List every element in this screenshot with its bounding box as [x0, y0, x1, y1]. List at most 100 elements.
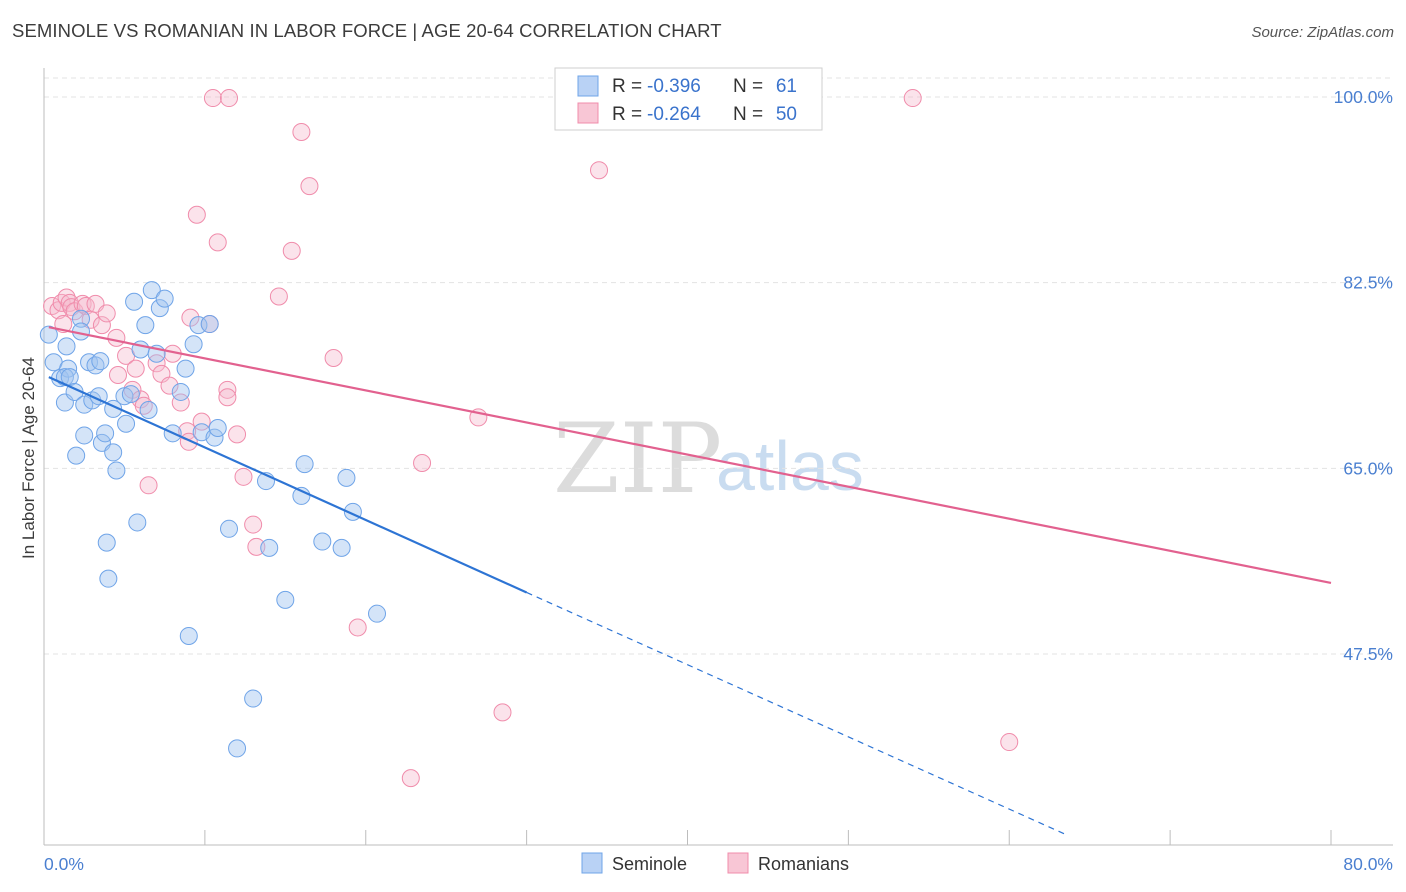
- seminole-point: [295, 455, 314, 474]
- romanians-point: [203, 89, 222, 108]
- romanians-point: [160, 376, 179, 395]
- seminole-point: [91, 352, 110, 371]
- romanians-point: [292, 123, 311, 142]
- romanians-point: [139, 476, 158, 495]
- series-legend: Seminole Romanians: [581, 852, 849, 874]
- seminole-point: [220, 519, 239, 538]
- romanians-point: [126, 359, 145, 378]
- romanians-point: [57, 288, 76, 307]
- seminole-point: [136, 316, 155, 335]
- bottom-legend-romanians: Romanians: [758, 854, 849, 874]
- y-tick-label: 82.5%: [1343, 273, 1393, 293]
- romanians-point: [171, 393, 190, 412]
- legend-n-value-2: 50: [776, 104, 797, 125]
- legend-n-value-1: 61: [776, 76, 797, 97]
- seminole-point: [332, 538, 351, 557]
- seminole-point: [125, 292, 144, 311]
- seminole-point: [99, 569, 118, 588]
- romanians-point: [590, 161, 609, 180]
- chart-title: SEMINOLE VS ROMANIAN IN LABOR FORCE | AG…: [12, 20, 722, 41]
- romanians-point: [300, 177, 319, 196]
- seminole-point: [121, 385, 140, 404]
- seminole-trend-line: [48, 376, 528, 594]
- seminole-point: [57, 337, 76, 356]
- y-tick-label: 47.5%: [1343, 644, 1393, 664]
- romanians-point: [324, 348, 343, 367]
- seminole-point: [107, 461, 126, 480]
- seminole-point: [75, 395, 94, 414]
- seminole-point: [155, 289, 174, 308]
- seminole-point: [208, 419, 227, 438]
- seminole-point: [139, 400, 158, 419]
- romanians-point: [228, 425, 247, 444]
- legend-r-label-2: R =: [612, 104, 642, 125]
- seminole-point: [115, 387, 134, 406]
- legend-n-label-2: N =: [733, 104, 763, 125]
- x-axis-ticks: [43, 830, 1332, 845]
- romanians-point: [244, 515, 263, 534]
- romanians-point: [282, 241, 301, 260]
- romanians-point: [109, 365, 128, 384]
- romanians-point: [147, 354, 166, 373]
- seminole-point: [75, 426, 94, 445]
- legend-r-value-2: -0.264: [647, 104, 701, 125]
- romanians-point: [234, 467, 253, 486]
- romanians-point: [192, 412, 211, 431]
- legend-n-label-1: N =: [733, 76, 763, 97]
- watermark-atlas: atlas: [716, 427, 864, 505]
- y-axis-label: In Labor Force | Age 20-64: [19, 357, 38, 559]
- seminole-point: [96, 424, 115, 443]
- seminole-point: [313, 532, 332, 551]
- y-tick-label: 65.0%: [1343, 458, 1393, 478]
- seminole-trend-extension: [526, 591, 1066, 835]
- romanians-point: [220, 89, 239, 108]
- seminole-point: [171, 382, 190, 401]
- seminole-point: [72, 309, 91, 328]
- x-tick-label-max: 80.0%: [1343, 854, 1393, 874]
- stats-legend: R = -0.396 N = 61 R = -0.264 N = 50: [554, 67, 823, 131]
- legend-swatch-seminole: [577, 75, 599, 97]
- romanians-point: [218, 388, 237, 407]
- seminole-point: [200, 315, 219, 334]
- seminole-point: [39, 325, 58, 344]
- romanians-point: [97, 304, 116, 323]
- scatter-points: [39, 89, 1019, 788]
- romanians-point: [269, 287, 288, 306]
- seminole-point: [184, 335, 203, 354]
- romanians-point: [92, 316, 111, 335]
- romanians-point: [493, 703, 512, 722]
- source-credit: Source: ZipAtlas.com: [1251, 24, 1394, 41]
- romanians-point: [1000, 733, 1019, 752]
- romanians-point: [107, 328, 126, 347]
- trend-lines: [48, 326, 1332, 835]
- seminole-point: [179, 626, 198, 645]
- legend-swatch-romanians: [577, 102, 599, 124]
- seminole-point: [205, 428, 224, 447]
- y-tick-labels: 47.5% 65.0% 82.5% 100.0%: [1334, 87, 1393, 664]
- seminole-point: [104, 443, 123, 462]
- seminole-point: [142, 281, 161, 300]
- romanians-trend-line: [48, 326, 1332, 584]
- seminole-point: [128, 513, 147, 532]
- romanians-point: [247, 537, 266, 556]
- seminole-point: [244, 689, 263, 708]
- seminole-point: [150, 299, 169, 318]
- seminole-point: [368, 604, 387, 623]
- seminole-point: [67, 446, 86, 465]
- seminole-point: [260, 538, 279, 557]
- legend-r-value-1: -0.396: [647, 76, 701, 97]
- bottom-legend-swatch-seminole: [581, 852, 603, 874]
- seminole-point: [228, 739, 247, 758]
- romanians-point: [187, 205, 206, 224]
- romanians-point: [903, 89, 922, 108]
- romanians-point: [401, 769, 420, 788]
- watermark-zip: ZIP: [553, 403, 722, 515]
- seminole-point: [337, 468, 356, 487]
- romanians-point: [413, 454, 432, 473]
- romanians-point: [208, 233, 227, 252]
- legend-r-label-1: R =: [612, 76, 642, 97]
- seminole-point: [276, 590, 295, 609]
- romanians-point: [218, 380, 237, 399]
- bottom-legend-seminole: Seminole: [612, 854, 687, 874]
